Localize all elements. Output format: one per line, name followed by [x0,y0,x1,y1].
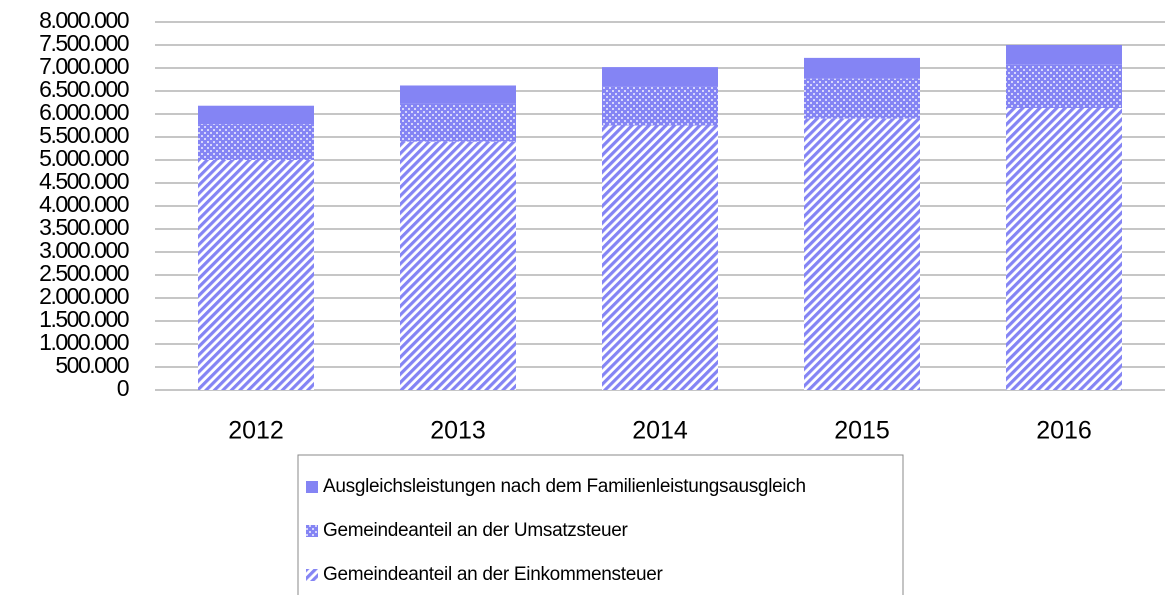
bar-segment [602,125,718,390]
y-tick-label: 6.000.000 [39,99,129,125]
y-tick-label: 4.000.000 [39,191,129,217]
y-tick-label: 2.000.000 [39,283,129,309]
y-tick-label: 1.000.000 [39,329,129,355]
bar-segment [804,118,920,390]
bar-segment [804,57,920,79]
bar-segment [1006,64,1122,109]
legend-swatch [306,525,318,537]
bar-segment [1006,45,1122,65]
bar-segment [198,160,314,390]
y-tick-label: 2.500.000 [39,260,129,286]
y-tick-label: 7.500.000 [39,30,129,56]
y-tick-label: 8.000.000 [39,7,129,33]
legend-swatch [306,481,318,493]
legend-box [297,454,904,595]
bar-segment [400,141,516,390]
y-tick-label: 3.000.000 [39,237,129,263]
x-tick-label: 2013 [430,417,486,445]
y-tick-label: 6.500.000 [39,76,129,102]
bar-segment [602,86,718,126]
legend-swatch [306,569,318,581]
legend-label: Gemeindeanteil an der Einkommensteuer [323,564,664,585]
bar-segment [198,124,314,160]
y-tick-label: 3.500.000 [39,214,129,240]
y-tick-label: 5.000.000 [39,145,129,171]
y-tick-label: 4.500.000 [39,168,129,194]
x-tick-label: 2016 [1036,417,1092,445]
y-tick-label: 500.000 [55,352,128,378]
bar-segment [1006,108,1122,391]
bar-segment [400,103,516,142]
bar-segment [198,105,314,125]
bar-segment [602,67,718,87]
y-tick-label: 0 [117,375,129,401]
bar-segment [400,85,516,104]
x-tick-label: 2015 [834,417,890,445]
legend-label: Ausgleichsleistungen nach dem Familienle… [323,476,806,497]
x-tick-label: 2012 [228,417,284,445]
y-tick-label: 1.500.000 [39,306,129,332]
y-tick-label: 7.000.000 [39,53,129,79]
x-tick-label: 2014 [632,417,688,445]
legend-label: Gemeindeanteil an der Umsatzsteuer [323,520,628,541]
y-tick-label: 5.500.000 [39,122,129,148]
bar-segment [804,78,920,119]
